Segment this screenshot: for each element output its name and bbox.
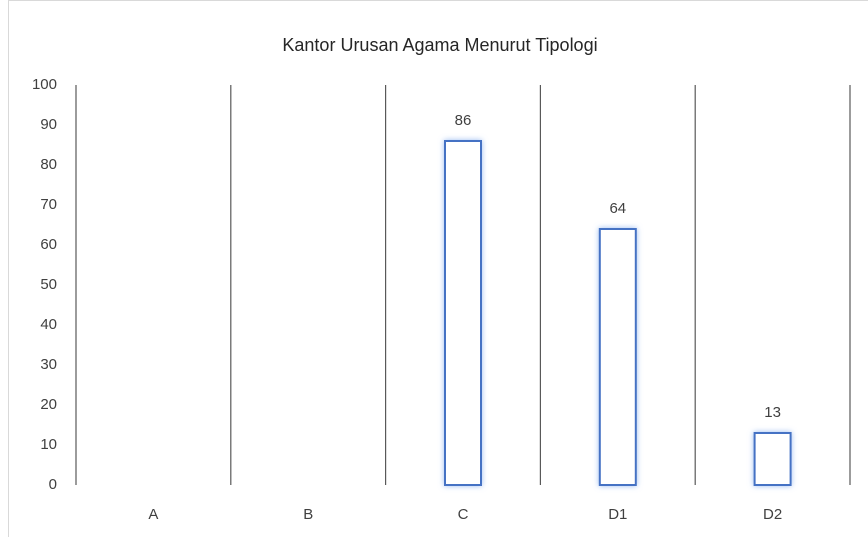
y-tick-label: 20 [40, 396, 57, 413]
bar [598, 228, 637, 486]
x-tick-label: A [148, 506, 158, 523]
x-tick-label: B [303, 506, 313, 523]
x-tick-label: D2 [763, 506, 782, 523]
y-tick-label: 70 [40, 196, 57, 213]
y-tick-label: 0 [49, 476, 57, 493]
y-tick-label: 10 [40, 436, 57, 453]
data-label: 13 [764, 404, 781, 421]
x-tick-label: D1 [608, 506, 627, 523]
y-tick-label: 40 [40, 316, 57, 333]
y-tick-label: 90 [40, 116, 57, 133]
x-tick-label: C [458, 506, 469, 523]
data-label: 64 [609, 200, 626, 217]
bar [444, 140, 482, 486]
bar [753, 432, 792, 486]
y-tick-label: 30 [40, 356, 57, 373]
chart-title: Kantor Urusan Agama Menurut Tipologi [282, 35, 597, 55]
y-tick-label: 100 [32, 76, 57, 93]
y-tick-label: 80 [40, 156, 57, 173]
data-label: 86 [455, 112, 472, 129]
y-tick-label: 60 [40, 236, 57, 253]
y-tick-label: 50 [40, 276, 57, 293]
chart-border [8, 0, 868, 537]
